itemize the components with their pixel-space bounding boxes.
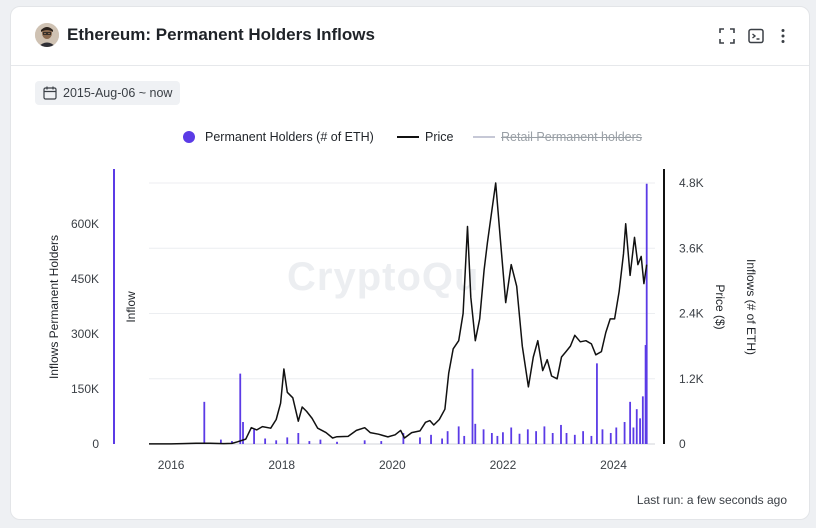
card-header: Ethereum: Permanent Holders Inflows — [11, 7, 809, 66]
inflow-bar — [463, 435, 466, 444]
inflow-bar — [629, 401, 632, 444]
inflow-bar — [297, 433, 300, 444]
inflow-bar — [457, 426, 460, 444]
inflow-bar — [596, 363, 598, 444]
inflow-bar — [645, 183, 648, 444]
inflow-bar — [380, 441, 383, 444]
console-icon[interactable] — [746, 26, 766, 46]
inflow-bar — [286, 437, 289, 444]
last-run-status: Last run: a few seconds ago — [636, 493, 787, 507]
more-options-icon[interactable] — [773, 26, 793, 46]
left-tick-label: 600K — [71, 217, 99, 231]
inflow-bar — [482, 429, 485, 444]
inflow-bar — [419, 437, 421, 444]
inflow-bar — [590, 435, 593, 444]
inflow-bar — [253, 429, 255, 444]
inflow-bar — [518, 433, 521, 444]
price-tick-label: 3.6K — [679, 241, 704, 255]
legend-line-icon — [473, 136, 495, 138]
inflow-bar — [551, 433, 554, 444]
inflow-bar — [615, 427, 618, 444]
inflow-bar — [601, 429, 604, 444]
x-tick-label: 2022 — [490, 458, 517, 472]
inflow-bar — [264, 438, 267, 444]
legend-label: Price — [425, 130, 454, 144]
x-tick-label: 2016 — [158, 458, 185, 472]
inflow-bar — [308, 441, 311, 444]
legend-label: Permanent Holders (# of ETH) — [205, 130, 374, 144]
legend-item-retail[interactable]: Retail Permanent holders — [473, 127, 642, 147]
inflow-bar — [275, 440, 278, 444]
price-tick-label: 4.8K — [679, 176, 704, 190]
inflow-bar — [336, 441, 338, 444]
left-tick-label: 150K — [71, 382, 99, 396]
inflow-bar — [635, 409, 638, 444]
date-range-label: 2015-Aug-06 ~ now — [63, 86, 173, 100]
x-tick-label: 2020 — [379, 458, 406, 472]
legend-label: Retail Permanent holders — [501, 130, 643, 144]
avatar-icon — [35, 23, 59, 47]
chart-plot: 0 150K 300K 450K 600K 0 1.2K 2.4K 3.6K 4.8K 2016 20… — [47, 169, 758, 472]
fullscreen-icon[interactable] — [717, 26, 737, 46]
left-tick-label: 450K — [71, 272, 99, 286]
price-tick-label: 1.2K — [679, 372, 704, 386]
inflow-bar — [231, 441, 233, 444]
inflow-right-axis-title: Inflows (# of ETH) — [744, 259, 758, 355]
x-tick-label: 2018 — [268, 458, 295, 472]
chart-legend: Permanent Holders (# of ETH) Price Retai… — [11, 127, 809, 147]
inflow-bar — [641, 396, 644, 444]
inflow-bar — [543, 426, 546, 444]
inflow-bar — [502, 432, 504, 444]
price-axis-title: Price ($) — [713, 284, 727, 329]
inflow-bar — [402, 433, 405, 444]
x-tick-label: 2024 — [600, 458, 627, 472]
inflow-bar — [219, 439, 222, 444]
inflow-bar — [510, 427, 513, 444]
legend-line-icon — [397, 136, 419, 138]
page-title: Ethereum: Permanent Holders Inflows — [67, 25, 375, 44]
left-tick-label: 300K — [71, 327, 99, 341]
inflow-bar — [242, 422, 244, 444]
inflow-bar — [441, 438, 443, 444]
date-range-chip[interactable]: 2015-Aug-06 ~ now — [35, 81, 181, 105]
price-tick-label: 2.4K — [679, 307, 704, 321]
inflow-bar — [496, 435, 499, 444]
inflow-bar — [609, 433, 612, 444]
left-axis-title: Inflows Permanent Holders — [47, 235, 61, 379]
price-tick-label: 0 — [679, 437, 686, 451]
inflow-bar — [474, 423, 477, 444]
inflow-bar — [644, 345, 647, 444]
inflow-bar — [430, 434, 432, 444]
inflow-bar — [623, 422, 626, 444]
legend-dot-icon — [183, 131, 195, 143]
inflow-bar — [319, 439, 322, 444]
calendar-icon — [43, 86, 57, 100]
inflow-bar — [446, 431, 449, 444]
inflow-bar — [363, 440, 366, 444]
chart-card: Ethereum: Permanent Holders Inflows 2015… — [10, 6, 810, 520]
inflow-bar — [560, 424, 562, 444]
legend-item-permanent-holders[interactable]: Permanent Holders (# of ETH) — [183, 127, 374, 147]
inflow-bar — [526, 429, 529, 444]
author-avatar[interactable] — [35, 23, 59, 47]
inflow-bar — [632, 427, 635, 444]
inflow-bar — [573, 434, 576, 444]
inflow-bar — [565, 433, 568, 444]
inflow-axis-title: Inflow — [124, 291, 138, 323]
inflow-bar — [535, 431, 538, 444]
inflow-bar — [239, 373, 242, 444]
price-line — [149, 182, 648, 445]
inflow-bar — [203, 401, 206, 444]
inflow-bar — [471, 368, 474, 444]
inflow-bar — [582, 431, 585, 444]
inflow-bar — [639, 418, 641, 444]
inflow-bar — [490, 433, 493, 444]
left-tick-label: 0 — [92, 437, 99, 451]
legend-item-price[interactable]: Price — [397, 127, 453, 147]
